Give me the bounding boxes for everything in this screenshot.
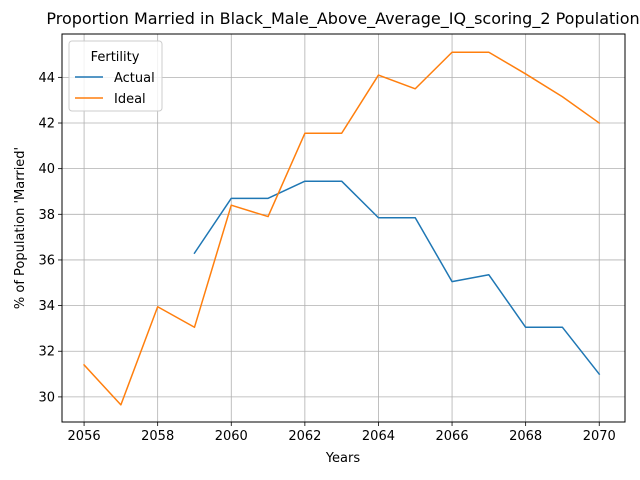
x-tick-label: 2058 [141, 429, 174, 444]
x-tick-label: 2062 [288, 429, 321, 444]
series-line-actual [193, 180, 601, 376]
y-tick-label: 40 [38, 162, 55, 177]
x-tick-label: 2056 [68, 429, 101, 444]
y-axis-ticks: 30 32 34 36 38 40 42 44 [38, 71, 62, 405]
y-tick-label: 34 [38, 299, 55, 314]
x-axis-ticks: 2056 2058 2060 2062 2064 2066 2068 2070 [68, 422, 616, 444]
y-tick-label: 36 [38, 253, 55, 268]
plot-frame [61, 33, 626, 423]
x-axis-label: Years [325, 451, 361, 466]
x-tick-label: 2066 [436, 429, 469, 444]
series-layer [83, 51, 601, 406]
legend-title: Fertility [91, 50, 140, 65]
y-axis-label: % of Population 'Married' [13, 147, 28, 309]
chart-title: Proportion Married in Black_Male_Above_A… [46, 9, 639, 29]
y-tick-label: 42 [38, 117, 55, 132]
x-tick-label: 2068 [509, 429, 542, 444]
x-tick-label: 2070 [583, 429, 616, 444]
y-tick-label: 32 [38, 345, 55, 360]
y-tick-label: 30 [38, 390, 55, 405]
series-line-ideal [83, 51, 601, 406]
legend-box [68, 40, 163, 112]
x-tick-label: 2060 [215, 429, 248, 444]
legend: Fertility Actual Ideal [68, 40, 163, 112]
y-tick-label: 44 [38, 71, 55, 86]
x-tick-label: 2064 [362, 429, 395, 444]
y-tick-label: 38 [38, 208, 55, 223]
legend-label-actual: Actual [114, 71, 155, 86]
legend-label-ideal: Ideal [114, 92, 146, 107]
